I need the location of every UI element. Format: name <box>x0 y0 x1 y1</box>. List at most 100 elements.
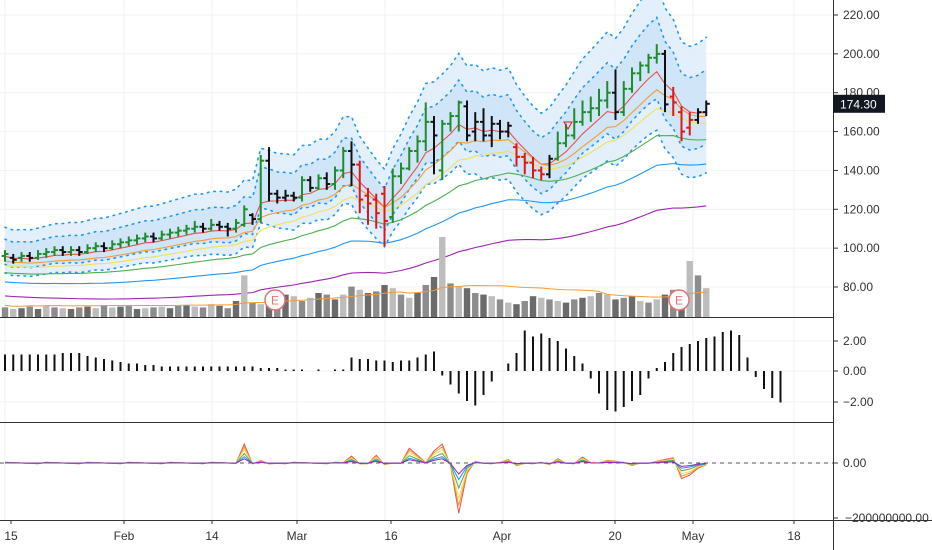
osc-axis-label: 0.00 <box>843 364 867 378</box>
price-bar <box>554 131 562 161</box>
price-bar <box>455 100 463 132</box>
volume-bar <box>538 297 545 317</box>
volume-bar <box>257 304 264 317</box>
volume-bar <box>595 293 603 317</box>
price-bar <box>26 252 34 262</box>
price-bar <box>579 100 586 126</box>
volume-bar <box>18 308 25 317</box>
price-bar <box>290 191 298 202</box>
osc-axis-label: 2.00 <box>843 334 867 348</box>
price-bar <box>471 112 479 142</box>
price-bar <box>661 49 669 113</box>
last-price-tag: 174.30 <box>833 94 885 113</box>
band-cloud <box>5 0 707 277</box>
time-axis-label: 20 <box>608 529 622 543</box>
price-bar <box>694 108 702 124</box>
volume-bar <box>637 301 644 317</box>
volume-bar <box>125 305 132 317</box>
volume-bar <box>67 309 75 317</box>
price-bar <box>92 242 100 253</box>
price-bar <box>306 176 314 192</box>
price-bar <box>232 219 240 233</box>
volume-bar <box>645 302 652 317</box>
upper-band-dotted <box>4 0 708 231</box>
volume-bar <box>628 296 636 317</box>
price-bar <box>397 162 405 185</box>
volume-bar <box>241 275 248 317</box>
price-bar <box>133 234 141 245</box>
price-bar <box>669 86 677 117</box>
price-bar <box>364 187 372 225</box>
volume-ma-line <box>4 285 707 307</box>
volume-bar <box>562 302 570 317</box>
price-bar <box>67 246 75 256</box>
volume-bar <box>505 302 512 317</box>
price-bar <box>570 108 578 140</box>
time-axis-label: Apr <box>493 529 512 543</box>
volume-bar <box>323 294 330 317</box>
volume-bar <box>142 308 149 317</box>
price-bar <box>636 61 644 82</box>
flow-axis-label: −200000000.00 <box>845 511 929 525</box>
price-bar <box>100 242 108 253</box>
price-bar <box>537 166 545 181</box>
flow-axis-label: 0.00 <box>843 456 867 470</box>
volume-bar <box>703 288 710 317</box>
price-bar <box>513 143 520 167</box>
volume-bar <box>397 294 405 317</box>
price-bar <box>42 248 50 258</box>
volume-bar <box>661 294 669 317</box>
price-bar <box>447 112 454 132</box>
price-bar <box>183 224 190 235</box>
price-bar <box>603 81 611 109</box>
price-axis-label: 120.00 <box>843 202 880 216</box>
volume-bar <box>373 291 380 317</box>
volume-bar <box>414 293 421 317</box>
price-bar <box>331 166 339 190</box>
price-bar <box>150 232 157 243</box>
volume-bar <box>381 285 388 317</box>
price-bar <box>372 193 380 229</box>
earnings-event-circle <box>668 289 690 311</box>
price-axis-label: 220.00 <box>843 8 880 22</box>
volume-bar <box>315 293 322 317</box>
volume-bar <box>232 301 240 317</box>
price-bar <box>488 116 496 148</box>
price-bar <box>224 222 232 237</box>
price-bar <box>59 246 67 256</box>
volume-bar <box>612 299 619 317</box>
volume-bar <box>653 299 660 317</box>
price-bar <box>298 176 306 202</box>
price-bar <box>628 67 636 93</box>
volume-bar <box>158 306 165 317</box>
flow-line <box>4 442 707 514</box>
volume-bar <box>183 305 190 317</box>
price-bar <box>438 119 446 181</box>
price-bar <box>645 53 652 74</box>
price-bar <box>323 172 331 190</box>
price-bar <box>18 252 25 262</box>
volume-bar <box>455 286 462 317</box>
volume-bar <box>480 294 487 317</box>
ma-purple-line <box>4 205 707 300</box>
volume-bar <box>546 299 553 317</box>
volume-bar <box>109 307 116 317</box>
volume-bar <box>191 306 198 317</box>
price-bar <box>1 250 9 262</box>
price-bar <box>463 100 471 142</box>
volume-bar <box>175 305 182 317</box>
volume-bar <box>76 307 83 317</box>
time-axis-label: 14 <box>205 529 219 543</box>
volume-bar <box>447 283 454 317</box>
price-bar <box>620 81 628 117</box>
lower-band-dotted <box>4 129 708 278</box>
volume-bar <box>208 304 215 317</box>
price-bar <box>339 147 347 179</box>
price-bar <box>422 102 430 151</box>
price-bar <box>191 220 199 233</box>
price-axis-label: 200.00 <box>843 47 880 61</box>
price-bar <box>199 222 207 233</box>
price-bar <box>282 189 289 202</box>
price-bar <box>480 108 487 142</box>
